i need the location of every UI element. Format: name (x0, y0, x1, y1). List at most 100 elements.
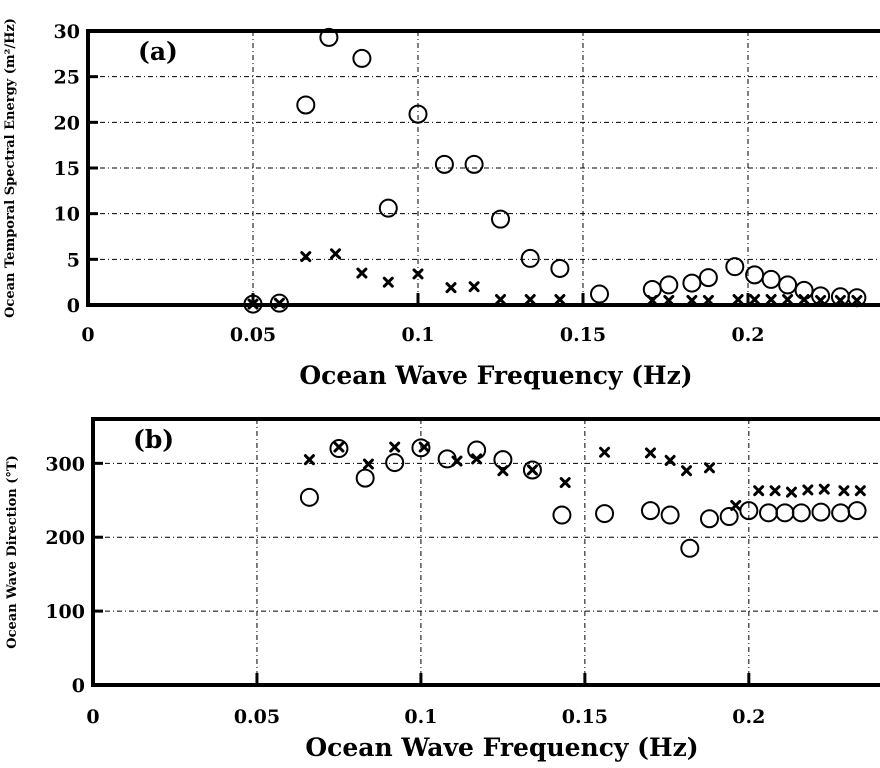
x-tick-label: 0.15 (562, 706, 608, 728)
data-point-circle (378, 198, 398, 218)
panel-b-chart: 0 0.05 0.1 0.15 0.2 0 100 200 300 Ocean Wave Freq… (5, 417, 880, 762)
data-point-circle (830, 287, 850, 307)
x-tick-label: 0.05 (230, 324, 276, 346)
data-point-cross (382, 276, 394, 288)
data-point-cross (753, 485, 765, 497)
data-point-circle (385, 453, 405, 473)
data-point-cross (681, 465, 693, 477)
data-point-circle (761, 269, 781, 289)
data-point-cross (333, 441, 345, 453)
gridlines (93, 419, 880, 685)
data-point-cross (702, 294, 714, 306)
data-point-circle (408, 104, 428, 124)
data-point-circle (411, 438, 431, 458)
x-tick-label: 0.2 (732, 706, 765, 728)
data-point-circle (778, 275, 798, 295)
y-tick-label: 20 (54, 112, 80, 134)
data-point-cross (300, 251, 312, 263)
x-axis-label: Ocean Wave Frequency (Hz) (299, 361, 692, 390)
data-point-circle (847, 501, 867, 521)
x-tick-label: 0 (81, 324, 94, 346)
panel-label: (a) (138, 37, 178, 66)
gridlines (88, 30, 880, 305)
data-point-circle (682, 273, 702, 293)
data-point-cross (451, 455, 463, 467)
data-point-cross (273, 297, 285, 309)
data-point-cross (749, 294, 761, 306)
data-point-cross (815, 294, 827, 306)
data-point-cross (785, 486, 797, 498)
data-point-cross (838, 485, 850, 497)
data-point-cross (471, 453, 483, 465)
data-point-cross (356, 267, 368, 279)
data-point-circle (640, 501, 660, 521)
data-point-cross (330, 248, 341, 260)
series-circles (243, 27, 867, 314)
data-point-cross (798, 294, 810, 306)
x-tick-label: 0.2 (731, 324, 764, 346)
data-point-cross (468, 281, 480, 293)
data-point-circle (464, 154, 484, 174)
data-point-circle (269, 293, 289, 313)
data-point-circle (243, 294, 263, 314)
data-point-circle (329, 439, 349, 459)
data-point-circle (352, 48, 372, 68)
data-point-cross (303, 454, 315, 466)
y-tick-label: 30 (54, 21, 80, 43)
x-axis-label: Ocean Wave Frequency (Hz) (305, 733, 698, 762)
series-crosses (303, 441, 866, 511)
data-point-circle (831, 503, 851, 523)
data-point-cross (247, 298, 259, 310)
data-point-circle (434, 154, 454, 174)
y-tick-label: 100 (45, 601, 85, 623)
data-point-circle (719, 507, 739, 527)
data-point-cross (599, 446, 611, 458)
data-point-circle (296, 95, 316, 115)
data-point-circle (811, 502, 831, 522)
data-point-circle (467, 440, 487, 460)
series-circles (299, 438, 867, 558)
y-tick-label: 15 (54, 158, 80, 180)
data-point-cross (664, 454, 676, 466)
data-point-cross (362, 458, 374, 470)
data-point-cross (769, 485, 781, 497)
data-point-circle (595, 504, 615, 524)
panel-a-chart: 0 0.05 0.1 0.15 0.2 0 5 10 15 20 25 30 Ocean Wave Fr… (3, 18, 880, 390)
data-point-circle (811, 286, 831, 306)
data-point-circle (522, 460, 542, 480)
data-point-cross (389, 441, 401, 453)
data-point-circle (660, 505, 680, 525)
data-point-cross (646, 294, 658, 306)
data-point-cross (782, 294, 794, 306)
data-point-circle (794, 280, 814, 300)
series-crosses (247, 248, 863, 310)
data-point-circle (847, 288, 867, 308)
data-point-circle (491, 209, 510, 229)
data-point-circle (520, 248, 540, 268)
x-tick-label: 0.15 (560, 324, 606, 346)
data-point-cross (412, 268, 424, 280)
y-tick-label: 0 (67, 295, 80, 317)
y-axis-label: Ocean Wave Direction (°T) (5, 455, 20, 648)
data-point-circle (552, 505, 572, 525)
data-point-circle (680, 538, 700, 558)
data-point-cross (644, 447, 656, 459)
data-point-cross (851, 294, 863, 306)
data-point-cross (732, 294, 744, 306)
panel-label: (b) (133, 425, 174, 454)
y-axis-label: Ocean Temporal Spectral Energy (m²/Hz) (3, 18, 18, 318)
y-tick-label: 0 (72, 675, 85, 697)
data-point-circle (759, 503, 779, 523)
y-tick-label: 10 (54, 204, 80, 226)
data-point-cross (418, 441, 430, 453)
data-point-circle (493, 450, 513, 470)
data-point-circle (725, 257, 745, 277)
data-point-circle (355, 468, 375, 488)
data-point-circle (699, 509, 719, 529)
y-tick-label: 25 (54, 67, 80, 89)
data-point-circle (590, 284, 609, 304)
data-point-cross (524, 294, 536, 306)
data-point-cross (445, 282, 457, 294)
data-point-circle (299, 487, 319, 507)
